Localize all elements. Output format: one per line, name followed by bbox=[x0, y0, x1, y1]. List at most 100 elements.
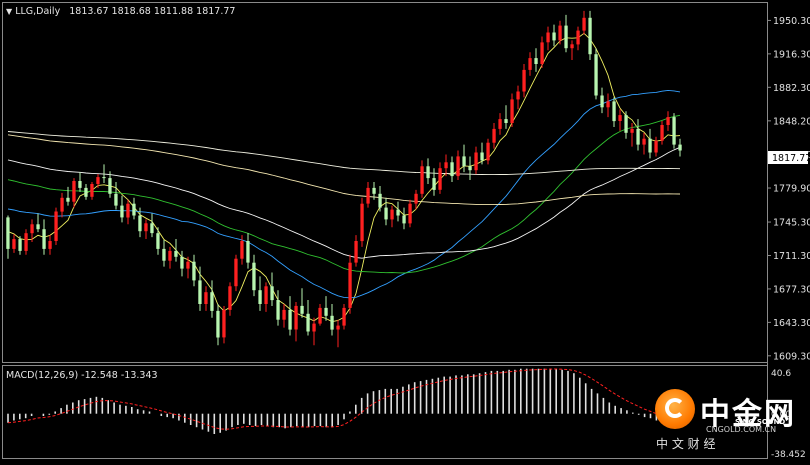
candle-body bbox=[324, 307, 328, 316]
candle bbox=[348, 254, 352, 314]
candle-body bbox=[210, 292, 214, 311]
candle-body bbox=[450, 162, 454, 177]
candle-body bbox=[72, 181, 76, 202]
candle bbox=[576, 26, 580, 51]
candle-body bbox=[30, 224, 34, 234]
candle bbox=[480, 142, 484, 165]
candle bbox=[102, 164, 106, 183]
brand-name: 中金网 bbox=[700, 397, 796, 432]
candle-body bbox=[396, 209, 400, 216]
candle-body bbox=[516, 91, 520, 100]
candle-body bbox=[462, 156, 466, 167]
candle-body bbox=[606, 101, 610, 108]
candle bbox=[630, 123, 634, 147]
candle-body bbox=[654, 140, 658, 153]
candle-body bbox=[588, 17, 592, 55]
macd-histogram bbox=[7, 368, 681, 434]
candle-body bbox=[276, 300, 280, 320]
candle bbox=[126, 199, 130, 225]
candle bbox=[552, 24, 556, 47]
candle-body bbox=[468, 166, 472, 171]
candle bbox=[516, 85, 520, 110]
candle-body bbox=[426, 166, 430, 179]
candle bbox=[420, 160, 424, 198]
candle bbox=[192, 254, 196, 287]
candle-body bbox=[216, 310, 220, 338]
candle-body bbox=[144, 223, 148, 232]
candle-body bbox=[66, 197, 70, 202]
candle-body bbox=[546, 32, 550, 43]
candle-body bbox=[420, 166, 424, 194]
macd-axis: 40.6 0.00 -38.452 bbox=[771, 369, 806, 460]
candle bbox=[360, 197, 364, 247]
price-tick-label: 1609.30 bbox=[773, 351, 810, 362]
candle-body bbox=[480, 152, 484, 161]
candle-body bbox=[402, 215, 406, 224]
candle bbox=[30, 219, 34, 243]
ma-30-line bbox=[7, 89, 681, 299]
candle bbox=[114, 182, 118, 210]
candle-body bbox=[234, 258, 238, 287]
ma-60-line bbox=[7, 146, 681, 259]
current-price-label: 1817.77 bbox=[772, 153, 810, 164]
candle-body bbox=[120, 205, 124, 218]
candle-body bbox=[342, 307, 346, 326]
candle bbox=[42, 219, 46, 255]
candle-body bbox=[366, 187, 370, 204]
candle bbox=[606, 93, 610, 118]
candle-body bbox=[150, 223, 154, 234]
candle-body bbox=[138, 215, 142, 232]
candle bbox=[474, 146, 478, 175]
candle-body bbox=[36, 224, 40, 230]
candle-body bbox=[180, 256, 184, 269]
candle bbox=[138, 207, 142, 238]
candle-body bbox=[360, 203, 364, 242]
candle-body bbox=[354, 241, 358, 263]
candle bbox=[438, 162, 442, 194]
candle-body bbox=[678, 144, 682, 151]
candle-body bbox=[270, 286, 274, 301]
candle bbox=[180, 250, 184, 277]
candle bbox=[336, 319, 340, 348]
candle bbox=[654, 136, 658, 157]
candle bbox=[324, 296, 328, 321]
candle bbox=[666, 111, 670, 131]
candle-body bbox=[384, 207, 388, 220]
ohlc-values: 1813.67 1818.68 1811.88 1817.77 bbox=[69, 6, 236, 17]
candle-body bbox=[372, 187, 376, 194]
candle bbox=[504, 105, 508, 129]
ma-200-line bbox=[7, 131, 681, 176]
candle-body bbox=[630, 128, 634, 133]
candle bbox=[522, 63, 526, 98]
candle bbox=[414, 189, 418, 210]
ma-120-line bbox=[7, 134, 681, 206]
dropdown-triangle-icon[interactable]: ▼ bbox=[6, 7, 13, 16]
candle bbox=[306, 300, 310, 336]
candle bbox=[54, 207, 58, 245]
candle-body bbox=[456, 156, 460, 177]
candle-body bbox=[222, 309, 226, 338]
candle bbox=[96, 174, 100, 188]
current-price-marker: 1817.77 bbox=[768, 151, 810, 164]
candle bbox=[546, 26, 550, 51]
candle bbox=[390, 205, 394, 228]
candle bbox=[174, 239, 178, 262]
candle-body bbox=[390, 209, 394, 220]
candle bbox=[408, 199, 412, 228]
price-tick-label: 1950.30 bbox=[773, 16, 810, 27]
candle-body bbox=[108, 178, 112, 194]
candle-body bbox=[132, 203, 136, 216]
candle bbox=[150, 213, 154, 238]
macd-signal bbox=[7, 368, 681, 430]
candle bbox=[660, 121, 664, 145]
candle-body bbox=[474, 152, 478, 171]
candle bbox=[450, 156, 454, 183]
candle-body bbox=[636, 128, 640, 145]
candle bbox=[144, 219, 148, 240]
candle bbox=[444, 154, 448, 177]
candle bbox=[132, 197, 136, 220]
candle bbox=[24, 229, 28, 255]
candle-body bbox=[264, 286, 268, 304]
